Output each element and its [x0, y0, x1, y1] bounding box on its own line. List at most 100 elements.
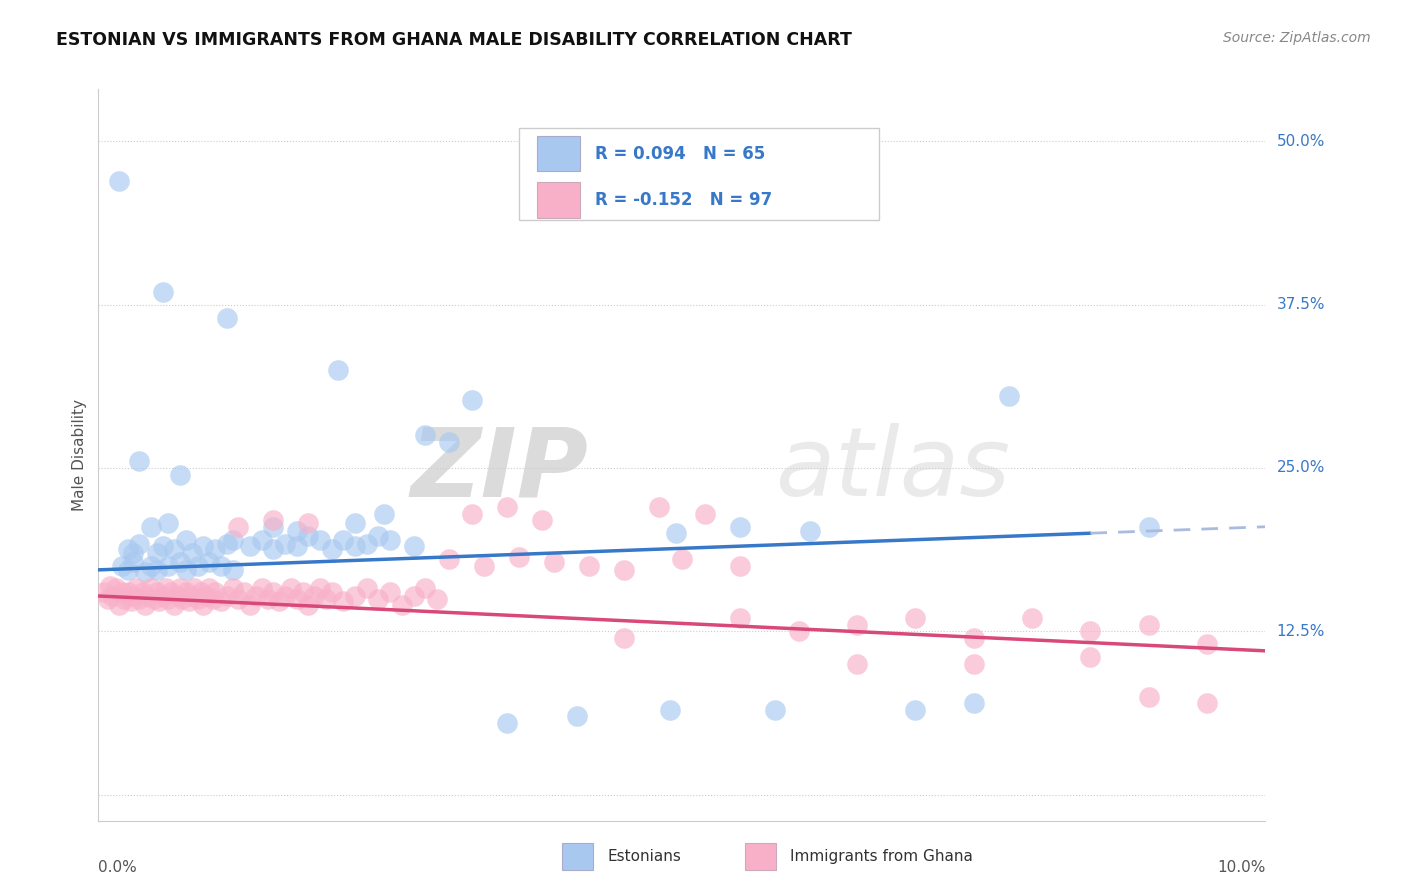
- Point: [647, 500, 669, 515]
- Point: [187, 591, 209, 606]
- Point: [613, 631, 636, 645]
- Point: [215, 310, 238, 325]
- Point: [309, 533, 332, 547]
- Point: [245, 589, 267, 603]
- Point: [174, 533, 197, 547]
- Point: [437, 552, 460, 566]
- Point: [437, 434, 460, 449]
- Point: [152, 539, 174, 553]
- Point: [190, 585, 212, 599]
- Point: [221, 563, 243, 577]
- Point: [578, 558, 600, 573]
- Point: [904, 703, 927, 717]
- Point: [209, 558, 232, 573]
- Point: [228, 591, 250, 606]
- Point: [163, 541, 186, 556]
- Point: [285, 524, 308, 538]
- Point: [122, 589, 145, 603]
- Point: [1197, 637, 1219, 651]
- Point: [250, 533, 273, 547]
- Point: [274, 537, 297, 551]
- Point: [315, 591, 337, 606]
- Point: [496, 715, 519, 730]
- Point: [108, 598, 131, 612]
- Point: [291, 585, 314, 599]
- Point: [122, 555, 145, 569]
- Point: [146, 563, 169, 577]
- Point: [367, 529, 389, 543]
- Point: [104, 581, 127, 595]
- Point: [962, 631, 984, 645]
- Point: [174, 585, 197, 599]
- Point: [613, 563, 636, 577]
- Point: [344, 589, 367, 603]
- Point: [1021, 611, 1043, 625]
- Text: Estonians: Estonians: [607, 849, 682, 863]
- Point: [904, 611, 927, 625]
- Point: [309, 581, 332, 595]
- Point: [139, 520, 162, 534]
- Point: [332, 594, 354, 608]
- Point: [134, 598, 156, 612]
- Point: [263, 541, 285, 556]
- Point: [461, 392, 484, 407]
- Point: [157, 591, 180, 606]
- Point: [93, 585, 115, 599]
- Point: [763, 703, 786, 717]
- Point: [169, 555, 191, 569]
- Point: [263, 585, 285, 599]
- Point: [97, 591, 120, 606]
- Point: [461, 507, 484, 521]
- Text: ESTONIAN VS IMMIGRANTS FROM GHANA MALE DISABILITY CORRELATION CHART: ESTONIAN VS IMMIGRANTS FROM GHANA MALE D…: [56, 31, 852, 49]
- Point: [112, 591, 135, 606]
- Point: [134, 566, 156, 580]
- Point: [201, 591, 224, 606]
- Point: [117, 541, 139, 556]
- Point: [163, 598, 186, 612]
- Point: [180, 546, 202, 560]
- Point: [997, 389, 1019, 403]
- Point: [159, 585, 181, 599]
- Point: [198, 555, 221, 569]
- Point: [111, 585, 134, 599]
- Text: Immigrants from Ghana: Immigrants from Ghana: [790, 849, 973, 863]
- Point: [146, 585, 169, 599]
- Point: [1080, 650, 1102, 665]
- Point: [269, 594, 291, 608]
- Point: [215, 589, 238, 603]
- Point: [157, 516, 180, 530]
- Point: [166, 589, 188, 603]
- Point: [221, 533, 243, 547]
- Point: [239, 598, 262, 612]
- Point: [356, 581, 378, 595]
- Point: [146, 546, 169, 560]
- Point: [730, 558, 752, 573]
- Point: [111, 558, 134, 573]
- Point: [413, 428, 436, 442]
- Point: [846, 657, 869, 671]
- Point: [136, 589, 159, 603]
- Text: atlas: atlas: [775, 423, 1011, 516]
- Point: [233, 585, 256, 599]
- Point: [117, 563, 139, 577]
- Point: [332, 533, 354, 547]
- Point: [204, 541, 226, 556]
- Point: [297, 598, 319, 612]
- Point: [125, 581, 148, 595]
- Text: 50.0%: 50.0%: [1277, 134, 1324, 149]
- Point: [962, 657, 984, 671]
- Point: [128, 537, 150, 551]
- Point: [172, 591, 194, 606]
- Point: [1137, 690, 1160, 704]
- Point: [139, 558, 162, 573]
- Point: [297, 516, 319, 530]
- Point: [356, 537, 378, 551]
- Point: [157, 558, 180, 573]
- Point: [1137, 520, 1160, 534]
- Point: [221, 581, 243, 595]
- Point: [1137, 617, 1160, 632]
- Point: [380, 585, 402, 599]
- Point: [962, 696, 984, 710]
- Point: [180, 589, 202, 603]
- Text: 12.5%: 12.5%: [1277, 624, 1324, 639]
